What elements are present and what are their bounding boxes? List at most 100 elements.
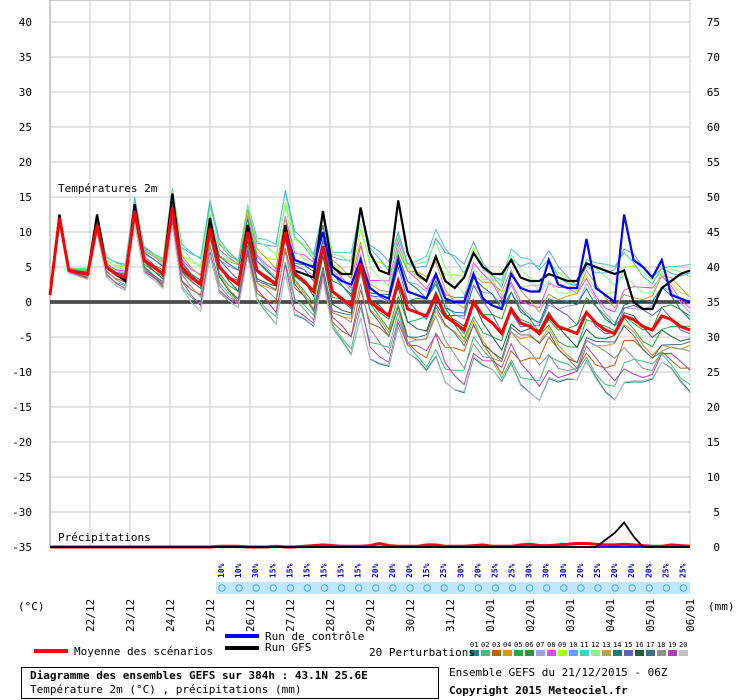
x-tick-label: 03/01: [564, 599, 577, 632]
perturbation-swatch: [635, 650, 644, 656]
y-tick-left-label: -10: [12, 366, 32, 379]
precipitation-label: Précipitations: [58, 531, 151, 544]
perturbation-swatch: [624, 650, 633, 656]
perturbation-code: 11: [580, 641, 588, 649]
perturbation-swatch: [591, 650, 600, 656]
perturbation-swatch: [602, 650, 611, 656]
y-tick-left-label: -25: [12, 471, 32, 484]
perturbation-swatch: [580, 650, 589, 656]
probability-label: 15%: [302, 563, 311, 578]
legend-gfs-label: Run GFS: [265, 641, 311, 654]
y-tick-left-label: 0: [25, 296, 32, 309]
snow-flake-icon: [645, 584, 653, 592]
snow-flake-icon: [269, 584, 277, 592]
y-tick-right-label: 45: [707, 226, 720, 239]
probability-label: 15%: [268, 563, 277, 578]
probability-label: 30%: [542, 563, 551, 578]
snow-band: [216, 582, 690, 594]
perturbation-code: 14: [613, 641, 621, 649]
y-tick-right-label: 60: [707, 121, 720, 134]
y-axis-left: 40 35 30 25 20 15 10 5 0 -5 -10 -15 -20 -25 -30 -35: [12, 16, 32, 554]
snow-flake-icon: [628, 584, 636, 592]
x-tick-label: 30/12: [404, 599, 417, 632]
snow-flake-icon: [611, 584, 619, 592]
probability-label: 10%: [217, 563, 226, 578]
left-unit-label: (°C): [18, 600, 45, 613]
perturbation-code: 13: [602, 641, 610, 649]
snow-flake-icon: [303, 584, 312, 592]
legend-control-label: Run de contrôle: [265, 630, 364, 643]
x-tick-label: 25/12: [204, 599, 217, 632]
perturbation-swatch: [525, 650, 534, 656]
probability-label: 20%: [405, 563, 414, 578]
perturbation-code: 17: [646, 641, 654, 649]
probability-label: 25%: [593, 563, 602, 578]
perturbation-code: 04: [503, 641, 511, 649]
snow-flake-icon: [525, 584, 534, 592]
probability-row: 10% 10% 30% 15% 15% 15% 15% 15% 15% 20% 20% 20% 15% 2…: [216, 563, 690, 594]
y-tick-left-label: -15: [12, 401, 32, 414]
y-tick-right-label: 75: [707, 16, 720, 29]
y-tick-right-label: 40: [707, 261, 720, 274]
x-tick-label: 23/12: [124, 599, 137, 632]
probability-label: 20%: [371, 563, 380, 578]
snow-flake-icon: [662, 584, 671, 592]
probability-label: 30%: [456, 563, 465, 578]
snow-flake-icon: [594, 584, 602, 592]
y-tick-right-label: 10: [707, 471, 720, 484]
perturbation-line: [49, 201, 691, 326]
probability-label: 20%: [610, 563, 619, 578]
y-tick-right-label: 50: [707, 191, 720, 204]
x-tick-label: 31/12: [444, 599, 457, 632]
y-tick-right-label: 15: [707, 436, 720, 449]
perturbation-line: [49, 218, 691, 388]
snow-flake-icon: [218, 584, 226, 592]
chart-subtitle: Température 2m (°C) , précipitations (mm…: [30, 683, 302, 696]
precip-gfs-line: [50, 521, 690, 548]
snow-flake-icon: [679, 584, 688, 592]
probability-label: 30%: [525, 563, 534, 578]
probability-label: 15%: [285, 563, 294, 578]
ensemble-run-label: Ensemble GEFS du 21/12/2015 - 06Z: [449, 666, 668, 679]
y-tick-right-label: 25: [707, 366, 720, 379]
perturbation-code: 03: [492, 641, 500, 649]
probability-label: 15%: [354, 563, 363, 578]
chart-grid: [49, 0, 691, 548]
perturbation-code: 20: [679, 641, 687, 649]
perturbation-swatch: [569, 650, 578, 656]
x-tick-label: 22/12: [84, 599, 97, 632]
probability-label: 25%: [508, 563, 517, 578]
y-tick-left-label: 35: [19, 51, 32, 64]
perturbation-code: 15: [624, 641, 632, 649]
probability-label: 15%: [422, 563, 431, 578]
y-tick-right-label: 70: [707, 51, 720, 64]
x-tick-label: 04/01: [604, 599, 617, 632]
perturbation-swatch: [503, 650, 512, 656]
snow-flake-icon: [457, 584, 465, 592]
x-axis: 22/12 23/12 24/12 25/12 26/12 27/12 28/12 29/12…: [84, 599, 697, 632]
copyright-label: Copyright 2015 Meteociel.fr: [449, 684, 628, 697]
mean-line: [48, 207, 691, 337]
snow-flake-icon: [474, 584, 483, 592]
x-tick-label: 29/12: [364, 599, 377, 632]
y-tick-left-label: -20: [12, 436, 32, 449]
snow-flake-icon: [560, 584, 568, 592]
y-tick-left-label: -30: [12, 506, 32, 519]
probability-label: 20%: [473, 563, 482, 578]
perturbation-code: 08: [547, 641, 555, 649]
probability-label: 25%: [678, 563, 687, 578]
y-tick-right-label: 30: [707, 331, 720, 344]
perturbation-code: 07: [536, 641, 544, 649]
perturbation-swatch: [536, 650, 545, 656]
snow-flake-icon: [508, 584, 517, 592]
y-tick-right-label: 55: [707, 156, 720, 169]
probability-label: 20%: [388, 563, 397, 578]
x-tick-label: 01/01: [484, 599, 497, 632]
snow-flake-icon: [440, 584, 448, 592]
perturbation-code: 16: [635, 641, 643, 649]
x-tick-label: 27/12: [284, 599, 297, 632]
x-tick-label: 05/01: [644, 599, 657, 632]
perturbation-swatch: [613, 650, 622, 656]
